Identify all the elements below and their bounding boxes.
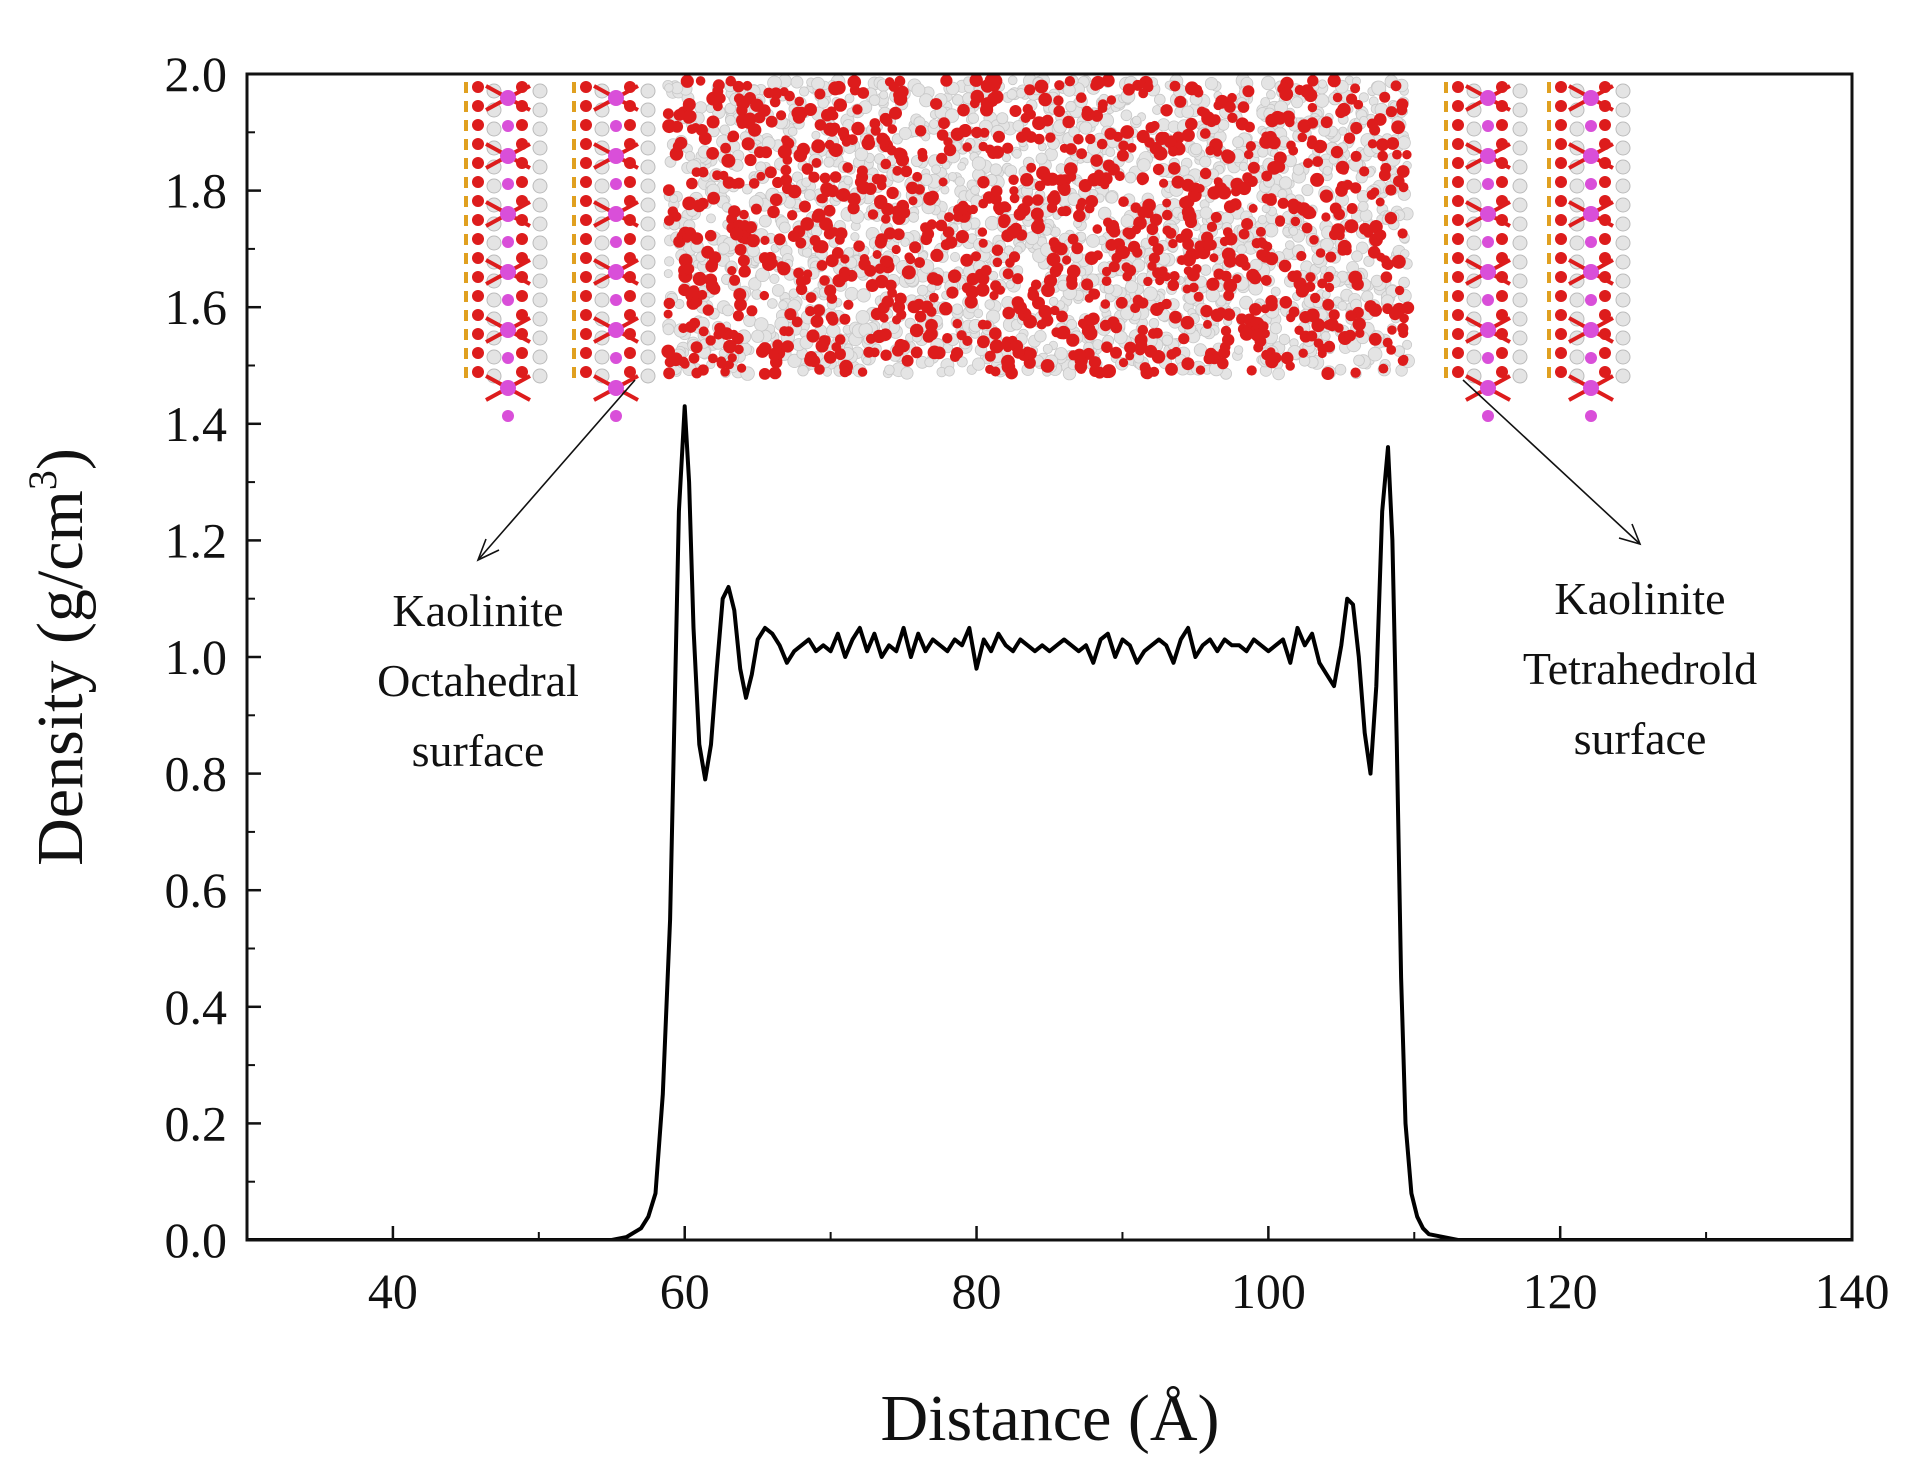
y-tick-label: 0.6 (165, 862, 228, 918)
x-tick-label: 100 (1231, 1263, 1306, 1319)
annotation-tetrahedral-line-2: Tetrahedrold (1523, 643, 1757, 694)
kaolinite-layer (1444, 81, 1528, 422)
y-axis-title-superscript: 3 (20, 470, 65, 490)
y-tick-label: 1.8 (165, 163, 228, 219)
annotation-octahedral: Kaolinite Octahedral surface (377, 379, 636, 776)
y-axis-ticks: 0.0 0.2 0.4 0.6 0.8 1.0 1.2 1.4 1.6 1.8 2.0 (165, 46, 261, 1268)
annotation-tetrahedral-line-1: Kaolinite (1554, 573, 1725, 624)
x-axis-title: Distance (Å) (880, 1382, 1219, 1455)
x-tick-label: 80 (952, 1263, 1002, 1319)
x-axis-ticks: 40 60 80 100 120 140 (368, 1226, 1890, 1319)
water-region (661, 73, 1415, 381)
y-tick-label: 1.4 (165, 396, 228, 452)
x-tick-label: 140 (1815, 1263, 1890, 1319)
y-tick-label: 1.2 (165, 512, 228, 568)
annotation-octahedral-arrowhead (476, 538, 500, 562)
annotation-tetrahedral-line-3: surface (1574, 713, 1707, 764)
annotation-tetrahedral-arrow (1462, 379, 1641, 545)
kaolinite-layer (1547, 81, 1631, 422)
y-tick-label: 1.0 (165, 629, 228, 685)
annotation-octahedral-line-3: surface (412, 725, 545, 776)
kaolinite-layer (572, 81, 656, 422)
molecular-snapshot-inset (464, 73, 1631, 422)
y-axis-title-main: Density (g/cm (24, 490, 97, 866)
annotation-octahedral-line-2: Octahedral (377, 655, 579, 706)
x-tick-label: 60 (660, 1263, 710, 1319)
x-tick-label: 40 (368, 1263, 418, 1319)
annotation-octahedral-arrow (477, 379, 636, 561)
y-tick-label: 0.2 (165, 1095, 228, 1151)
y-tick-label: 0.0 (165, 1212, 228, 1268)
y-tick-label: 1.6 (165, 279, 228, 335)
annotation-tetrahedral: Kaolinite Tetrahedrold surface (1462, 379, 1757, 764)
density-series-line (247, 404, 1852, 1240)
annotation-octahedral-line-1: Kaolinite (392, 585, 563, 636)
y-tick-label: 0.8 (165, 746, 228, 802)
y-axis-title: Density (g/cm3) (20, 448, 97, 866)
annotation-tetrahedral-arrowhead (1618, 523, 1642, 546)
y-tick-label: 2.0 (165, 46, 228, 102)
kaolinite-layer (464, 81, 548, 422)
x-tick-label: 120 (1523, 1263, 1598, 1319)
y-axis-title-close: ) (24, 448, 97, 470)
y-tick-label: 0.4 (165, 979, 228, 1035)
